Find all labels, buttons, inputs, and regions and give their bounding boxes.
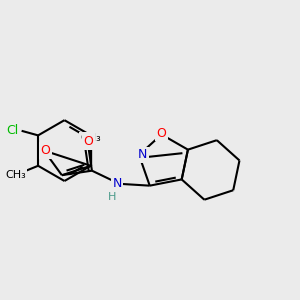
Text: O: O [83, 135, 93, 148]
Text: Cl: Cl [6, 124, 18, 137]
Text: O: O [40, 144, 50, 157]
Text: CH₃: CH₃ [80, 134, 101, 143]
Text: H: H [108, 192, 116, 202]
Text: N: N [112, 177, 122, 190]
Text: CH₃: CH₃ [5, 170, 26, 180]
Text: N: N [138, 148, 147, 161]
Text: O: O [157, 127, 166, 140]
